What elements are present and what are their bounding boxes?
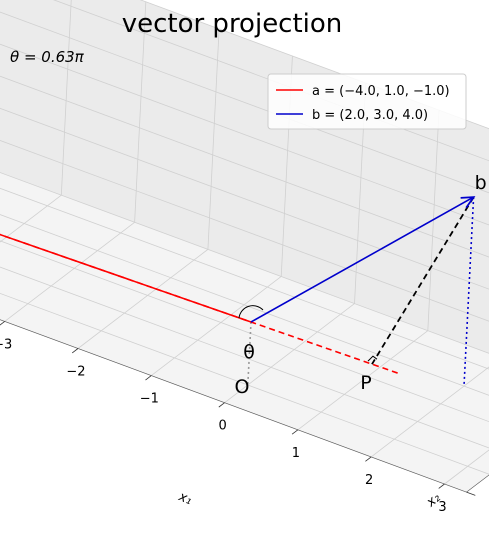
y-tick-mark [466, 491, 476, 496]
projection-line [371, 196, 475, 365]
legend: a = (−4.0, 1.0, −1.0) b = (2.0, 3.0, 4.0… [267, 73, 467, 130]
grid-y-floor [0, 240, 489, 423]
grid-x-floor [4, 221, 135, 322]
x-tick-mark [71, 348, 79, 354]
x-tick-label: −2 [66, 365, 85, 380]
axis-line [466, 474, 489, 493]
origin-drop-line [247, 321, 252, 386]
vector-b [250, 196, 474, 323]
grid-x-floor [370, 366, 489, 458]
x-tick-mark [145, 375, 152, 381]
vector-b-head [460, 196, 476, 209]
label-origin: O [235, 376, 250, 398]
x-tick-mark [291, 429, 299, 435]
b-drop-line [463, 197, 475, 387]
grid-x-floor [0, 194, 62, 243]
grid-z-back [0, 43, 489, 226]
grid-x-floor [151, 276, 282, 376]
grid-z-back [139, 0, 489, 130]
grid-z-back [0, 75, 489, 258]
label-theta: θ [243, 341, 255, 363]
x-tick-label: 0 [218, 419, 226, 434]
grid-x-floor [297, 330, 429, 431]
chart-marks: OabPθ [0, 172, 487, 398]
angle-arc [238, 305, 264, 319]
grid-x-back [207, 28, 220, 250]
x-tick-mark [0, 321, 5, 326]
chart-title: vector projection [122, 9, 343, 39]
right-angle-marker [367, 355, 378, 362]
x-tick-mark [218, 402, 225, 408]
grid-z-back [0, 107, 489, 290]
grid-y-floor [0, 292, 489, 475]
grid-x-floor [77, 249, 209, 349]
label-b: b [475, 172, 487, 194]
grid-x-back [60, 0, 72, 196]
x-tick-label: −1 [140, 392, 159, 407]
vector-a [0, 233, 252, 323]
grid-x-floor [224, 303, 355, 404]
x-tick-mark [438, 483, 445, 489]
grid-z-back [0, 139, 489, 322]
legend-frame [267, 73, 467, 130]
grid-x-floor [444, 449, 489, 485]
x-tick-label: −3 [0, 337, 12, 352]
legend-label-b: b = (2.0, 3.0, 4.0) [312, 108, 428, 123]
grid-x-back [134, 1, 147, 223]
x-tick-label: 2 [365, 473, 373, 488]
x-tick-label: 3 [438, 500, 446, 515]
grid-y-floor [0, 187, 489, 370]
grid-y-floor [0, 266, 489, 449]
legend-label-a: a = (−4.0, 1.0, −1.0) [312, 84, 450, 99]
x-axis-label: x₁ [176, 489, 195, 508]
label-projection: P [360, 372, 371, 394]
x-tick-mark [365, 456, 372, 462]
grid-z-back [0, 172, 489, 354]
floor-pane [0, 172, 489, 493]
angle-readout: θ = 0.63π [10, 48, 85, 66]
x-tick-label: 1 [292, 446, 300, 461]
grid-y-floor [0, 214, 489, 396]
